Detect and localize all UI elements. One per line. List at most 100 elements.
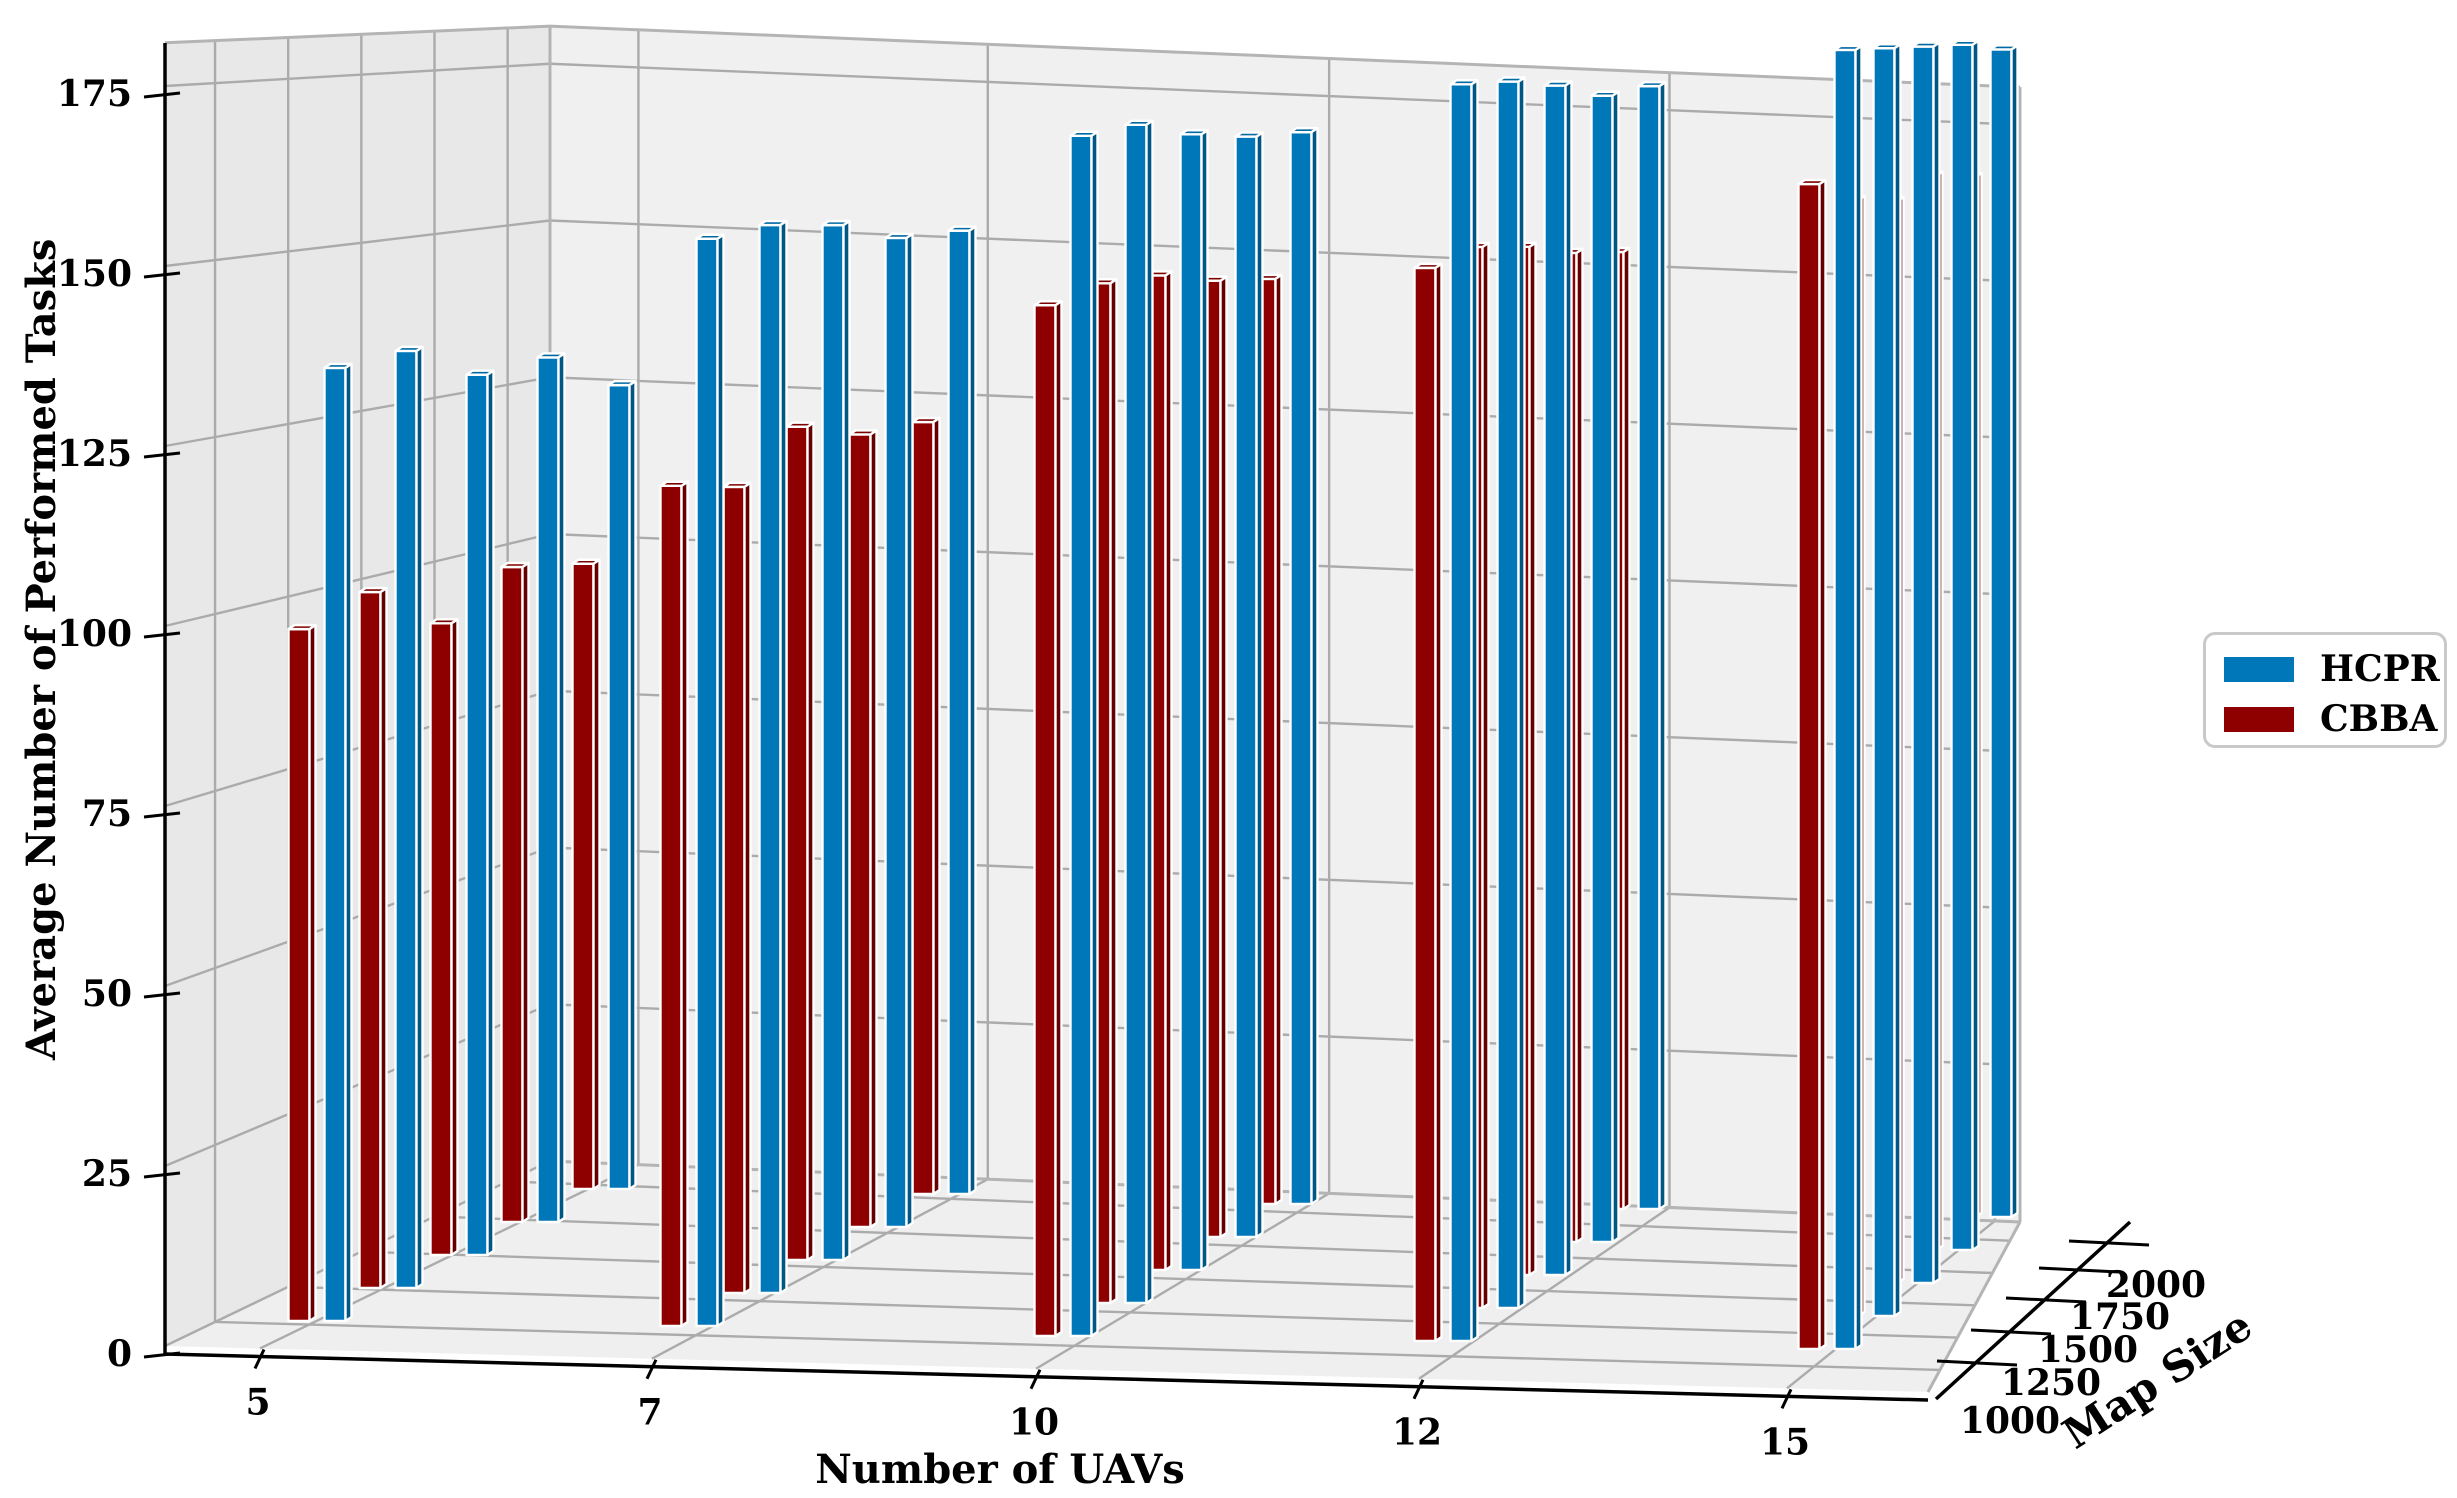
bar-hcpr-uav7-map1250-side xyxy=(905,232,914,1229)
grid-z-leftwall xyxy=(164,62,551,88)
bar-hcpr-uav10-map1500 xyxy=(1179,133,1203,1272)
z-tick-label: 125 xyxy=(57,433,132,475)
box-edge-top-left xyxy=(164,24,551,45)
bar-hcpr-uav5-map1250-side xyxy=(557,352,566,1224)
bar-hcpr-uav15-map1500 xyxy=(1911,45,1935,1285)
map-tick-label: 1000 xyxy=(1960,1400,2060,1442)
bar-cbba-uav12-map2000 xyxy=(1413,266,1437,1343)
grid-z-backwall xyxy=(549,62,2021,126)
bar-hcpr-uav10-map2000 xyxy=(1069,134,1093,1338)
bar-hcpr-uav7-map1750 xyxy=(758,223,782,1295)
bar-hcpr-uav12-map1000 xyxy=(1637,84,1661,1211)
bar-hcpr-uav5-map2000 xyxy=(323,366,347,1323)
bar-cbba-uav7-map1000-side xyxy=(932,416,941,1196)
bar-hcpr-uav15-map2000 xyxy=(1833,48,1857,1351)
bar-hcpr-uav7-map1000-side xyxy=(968,225,977,1196)
grid-z-backwall xyxy=(549,376,2021,440)
z-tick xyxy=(143,271,181,279)
bar-hcpr-uav15-map1000 xyxy=(1989,48,2013,1219)
bar-hcpr-uav15-map1250 xyxy=(1950,43,1974,1252)
legend-item-hcpr: HCPR xyxy=(2206,649,2440,689)
bar-cbba-uav5-map1250-side xyxy=(521,561,530,1224)
bar-hcpr-uav5-map1000 xyxy=(607,383,631,1191)
bar-cbba-uav7-map2000-side xyxy=(680,480,689,1328)
bar-hcpr-uav12-map1250 xyxy=(1590,94,1614,1244)
bar-cbba-uav7-map1250-side xyxy=(869,429,878,1229)
z-tick-label: 100 xyxy=(57,613,132,655)
bar-hcpr-uav12-map1000-side xyxy=(1658,80,1667,1211)
bar-hcpr-uav7-map1500-side xyxy=(842,219,851,1262)
bar-hcpr-uav12-map1750-side xyxy=(1517,76,1526,1310)
map-tick-label: 1250 xyxy=(2001,1362,2101,1404)
bar-hcpr-uav12-map1250-side xyxy=(1611,90,1620,1244)
grid-z-leftwall xyxy=(164,219,551,268)
bar-cbba-uav7-map1750-side xyxy=(743,481,752,1295)
x-axis-title: Number of UAVs xyxy=(815,1446,1185,1493)
legend-item-cbba: CBBA xyxy=(2206,699,2437,739)
map-tick xyxy=(1970,1328,2052,1336)
bar-cbba-uav7-map1750 xyxy=(722,485,746,1295)
grid-x-floor xyxy=(259,1163,639,1350)
bar-hcpr-uav5-map1750-side xyxy=(415,345,424,1290)
bar-cbba-uav10-map1250-side xyxy=(1219,275,1228,1239)
bar-cbba-uav12-map2000-side xyxy=(1434,262,1443,1343)
bar-cbba-uav12-map1000-side xyxy=(1622,246,1631,1211)
bar-hcpr-uav12-map2000-side xyxy=(1470,79,1479,1343)
bar-cbba-uav5-map2000 xyxy=(287,627,311,1323)
x-tick xyxy=(1412,1379,1425,1400)
bar-cbba-uav5-map1500 xyxy=(429,622,453,1257)
bar-cbba-uav5-map2000-side xyxy=(308,623,317,1323)
grid-x-floor xyxy=(1035,1192,1330,1370)
bar-hcpr-uav15-map1250-side xyxy=(1971,39,1980,1252)
x-tick xyxy=(1029,1369,1042,1390)
box-edge-top-back xyxy=(549,24,2021,89)
bar-hcpr-uav15-map1500-side xyxy=(1932,41,1941,1285)
bar-hcpr-uav10-map1000-side xyxy=(1310,126,1319,1206)
y-axis-line xyxy=(1934,1220,2132,1401)
z-tick-label: 50 xyxy=(82,973,132,1015)
bar-hcpr-uav7-map1500 xyxy=(821,223,845,1262)
map-tick-label: 2000 xyxy=(2106,1264,2206,1306)
x-tick-label: 10 xyxy=(1009,1402,1059,1444)
bar-hcpr-uav10-map1750 xyxy=(1124,123,1148,1305)
bar-cbba-uav12-map1500-side xyxy=(1528,241,1537,1277)
bar-hcpr-uav5-map1500-side xyxy=(486,369,495,1257)
map-tick xyxy=(1936,1359,2018,1367)
z-tick-label: 150 xyxy=(57,253,132,295)
map-tick-label: 1750 xyxy=(2070,1296,2170,1338)
grid-x-floor xyxy=(651,1178,989,1360)
bar-cbba-uav10-map1000-side xyxy=(1274,273,1283,1206)
z-tick xyxy=(143,631,181,639)
bar-hcpr-uav15-map1000-side xyxy=(2010,44,2019,1219)
bar-hcpr-uav10-map1500-side xyxy=(1200,129,1209,1272)
bar-cbba-uav7-map1500 xyxy=(785,425,809,1262)
legend-swatch-cbba xyxy=(2224,706,2294,732)
z-tick xyxy=(143,1171,181,1179)
bar-hcpr-uav12-map1750 xyxy=(1496,80,1520,1310)
bar-cbba-uav10-map1750-side xyxy=(1109,278,1118,1305)
x-tick xyxy=(1780,1388,1793,1409)
bar-cbba-uav7-map1500-side xyxy=(806,421,815,1262)
bar-hcpr-uav5-map2000-side xyxy=(344,362,353,1323)
bar-hcpr-uav10-map1750-side xyxy=(1145,119,1154,1305)
bar-hcpr-uav10-map1250-side xyxy=(1255,131,1264,1239)
bar-hcpr-uav15-map1750-side xyxy=(1893,43,1902,1318)
bar-hcpr-uav7-map2000 xyxy=(695,237,719,1328)
x-tick-label: 7 xyxy=(637,1392,662,1434)
bar-cbba-uav15-map2000 xyxy=(1797,182,1821,1351)
bar-hcpr-uav10-map1000 xyxy=(1289,130,1313,1206)
bar-cbba-uav5-map1250 xyxy=(500,565,524,1224)
grid-depth-floor xyxy=(434,1215,1993,1275)
bar-hcpr-uav5-map1000-side xyxy=(628,379,637,1191)
bar-hcpr-uav7-map1250 xyxy=(884,236,908,1229)
grid-depth-floor xyxy=(288,1285,1958,1339)
bar-hcpr-uav7-map1000 xyxy=(947,229,971,1196)
bar-cbba-uav15-map2000-side xyxy=(1818,178,1827,1351)
grid-depth-floor xyxy=(361,1250,1975,1307)
bar-hcpr-uav12-map1500 xyxy=(1543,84,1567,1277)
bar-cbba-uav5-map1750 xyxy=(358,590,382,1290)
bar-cbba-uav5-map1000-side xyxy=(592,558,601,1191)
grid-x-floor xyxy=(1418,1206,1671,1380)
